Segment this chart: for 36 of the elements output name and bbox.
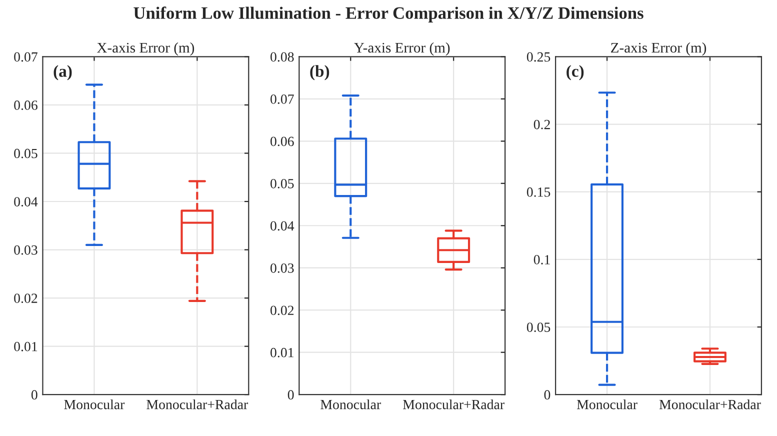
x-tick-label: Monocular (576, 399, 638, 410)
y-tick-label: 0.25 (526, 52, 550, 62)
annotation: (a) (54, 65, 72, 80)
text: Uniform Low Illumination - Error Comparison in X/Y/Z Dimensions (134, 6, 644, 22)
y-tick-label: 0.01 (270, 348, 294, 358)
chart-title: X-axis Error (m) (97, 42, 194, 56)
y-tick-label: 0.05 (14, 148, 38, 158)
x-tick-label: Monocular+Radar (659, 399, 761, 410)
y-tick-label: 0.01 (14, 342, 38, 352)
x-tick-label: Monocular+Radar (403, 399, 504, 410)
y-tick-label: 0.06 (270, 136, 294, 146)
y-tick-label: 0.1 (534, 255, 550, 264)
chart-title: Y-axis Error (m) (354, 42, 450, 56)
y-tick-label: 0.02 (14, 294, 38, 304)
y-tick-label: 0 (544, 390, 550, 400)
annotation: (b) (310, 65, 330, 80)
y-tick-label: 0.15 (526, 187, 550, 197)
y-tick-label: 0.06 (14, 100, 38, 110)
y-tick-label: 0.08 (270, 52, 294, 62)
y-tick-label: 0.02 (270, 306, 294, 316)
y-tick-label: 0.2 (534, 120, 550, 130)
y-tick-label: 0.04 (14, 197, 38, 207)
y-tick-label: 0.07 (14, 52, 38, 62)
x-tick-label: Monocular+Radar (146, 399, 248, 410)
y-tick-label: 0 (31, 390, 38, 400)
y-tick-label: 0.05 (270, 178, 294, 188)
y-tick-label: 0.04 (270, 221, 294, 231)
x-tick-label: Monocular (320, 399, 381, 410)
x-tick-label: Monocular (64, 399, 125, 410)
y-tick-label: 0.05 (526, 322, 550, 332)
annotation: (c) (566, 65, 584, 80)
y-tick-label: 0.03 (14, 245, 38, 255)
y-tick-label: 0 (288, 390, 294, 400)
y-tick-label: 0.03 (270, 263, 294, 273)
chart-title: Z-axis Error (m) (611, 42, 706, 56)
y-tick-label: 0.07 (270, 94, 294, 104)
